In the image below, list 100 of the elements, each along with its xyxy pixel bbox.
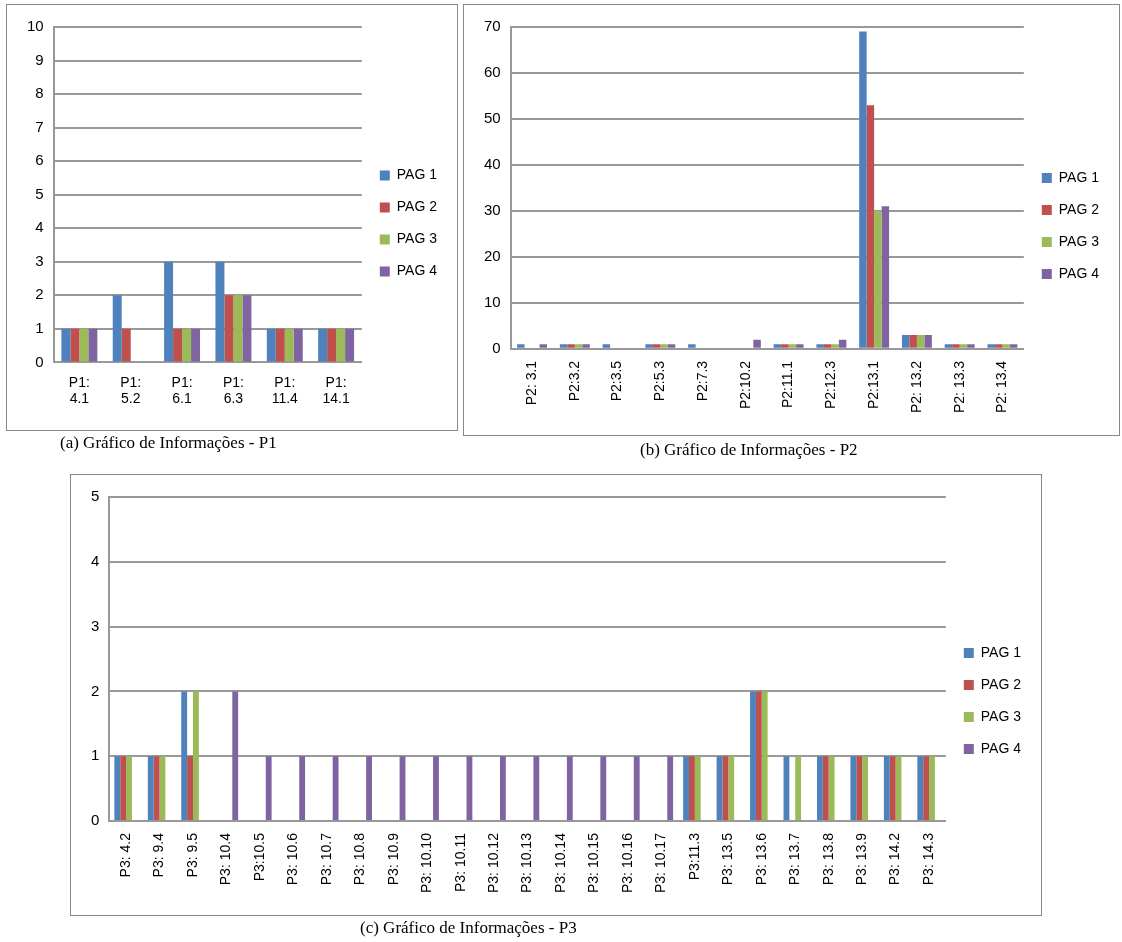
text: (b) Gráfico de Informações - P2 [640, 440, 858, 460]
y-tick-label: 2 [35, 285, 44, 303]
y-tick-label: 4 [35, 218, 44, 236]
bar [79, 328, 89, 362]
bar [602, 344, 611, 348]
bar [215, 261, 225, 362]
x-tick-label: P2:12.3 [822, 360, 839, 410]
bar [987, 344, 995, 348]
bar [753, 339, 761, 348]
bar [796, 344, 804, 348]
bar [336, 328, 346, 362]
y-tick-label: 30 [484, 201, 501, 219]
x-tick-label: P1: 14.1 [322, 373, 350, 407]
bar [816, 344, 824, 348]
x-tick-label: P3:11.3 [685, 832, 702, 881]
x-tick-label: P1: 4.1 [68, 373, 90, 407]
y-tick-label: 70 [484, 17, 501, 35]
bar [1009, 344, 1018, 348]
bar [874, 210, 882, 348]
bar [70, 328, 80, 362]
x-tick-label: P3: 10.16 [618, 832, 635, 893]
bar [645, 344, 653, 348]
x-tick-label: P3: 13.9 [853, 832, 870, 886]
bar [952, 344, 960, 348]
x-tick-label: P3: 9.4 [150, 832, 167, 878]
bar [859, 31, 867, 348]
bar [781, 344, 789, 348]
bar [182, 328, 192, 362]
bar [191, 328, 201, 362]
bar [112, 295, 122, 362]
bar [164, 261, 174, 362]
bar [788, 344, 797, 348]
x-tick-label: P3: 10.10 [418, 832, 435, 893]
y-tick-label: 6 [35, 151, 44, 169]
bar [293, 328, 303, 362]
y-tick-label: 2 [91, 681, 100, 699]
bar [327, 328, 337, 362]
y-tick-label: 20 [484, 247, 501, 265]
y-tick-label: 1 [35, 319, 44, 336]
x-tick-label: P3: 9.5 [183, 832, 200, 878]
x-tick-label: P1: 6.3 [222, 373, 244, 407]
x-tick-label: P3: 10.13 [518, 832, 535, 893]
bar [233, 295, 243, 362]
x-tick-label: P3: 13.6 [752, 832, 769, 886]
bar [1002, 344, 1010, 348]
bar [916, 335, 925, 348]
x-tick-label: P3: 14.2 [886, 832, 903, 886]
text: (a) Gráfico de Informações - P1 [60, 433, 277, 453]
bar [121, 328, 131, 362]
x-tick-label: P3: 14.3 [919, 832, 936, 886]
bar [909, 335, 917, 348]
y-tick-label: 0 [492, 338, 501, 356]
legend-label: PAG 3 [396, 230, 438, 247]
x-tick-label: P3: 10.12 [484, 832, 501, 893]
bar [284, 328, 294, 362]
x-tick-label: P1: 11.4 [271, 373, 299, 407]
bar [823, 344, 832, 348]
x-tick-label: P3: 13.8 [819, 832, 836, 886]
bar [567, 344, 575, 348]
bar [61, 328, 71, 362]
bar [773, 344, 782, 348]
bar [539, 344, 548, 348]
x-tick-label: P2:3.5 [608, 360, 625, 402]
x-tick-label: P2: 13.4 [993, 360, 1010, 413]
legend-label: PAG 4 [980, 739, 1022, 756]
y-tick-label: 0 [35, 352, 44, 370]
legend-label: PAG 1 [1058, 168, 1100, 185]
y-tick-label: 50 [484, 109, 501, 127]
x-tick-label: P3: 13.5 [719, 832, 736, 886]
bar [652, 344, 661, 348]
y-tick-label: 5 [91, 487, 100, 505]
y-tick-label: 60 [484, 63, 501, 81]
legend-label: PAG 4 [396, 262, 438, 279]
bar [866, 105, 875, 348]
x-tick-label: P3: 10.4 [217, 832, 234, 886]
y-tick-label: 10 [484, 293, 501, 311]
y-tick-label: 5 [35, 184, 44, 202]
bar [959, 344, 968, 348]
bar [582, 344, 590, 348]
y-tick-label: 3 [35, 251, 44, 269]
bar [660, 344, 668, 348]
bar [266, 328, 276, 362]
y-tick-label: 0 [91, 811, 100, 829]
x-tick-label: P3: 10.8 [351, 832, 368, 886]
x-tick-label: P3: 13.7 [786, 832, 803, 886]
x-tick-label: P3:10.5 [250, 832, 267, 882]
y-tick-label: 7 [35, 117, 44, 135]
y-tick-label: 40 [484, 155, 501, 173]
bar [242, 295, 252, 362]
bar [275, 328, 285, 362]
legend-label: PAG 1 [396, 166, 438, 183]
legend-label: PAG 1 [980, 643, 1022, 660]
y-tick-label: 3 [91, 616, 100, 634]
legend-label: PAG 3 [980, 707, 1022, 724]
bar [224, 295, 234, 362]
bar [924, 335, 932, 348]
bar [967, 344, 975, 348]
bar [517, 344, 525, 348]
bar [345, 328, 355, 362]
bar [688, 344, 696, 348]
